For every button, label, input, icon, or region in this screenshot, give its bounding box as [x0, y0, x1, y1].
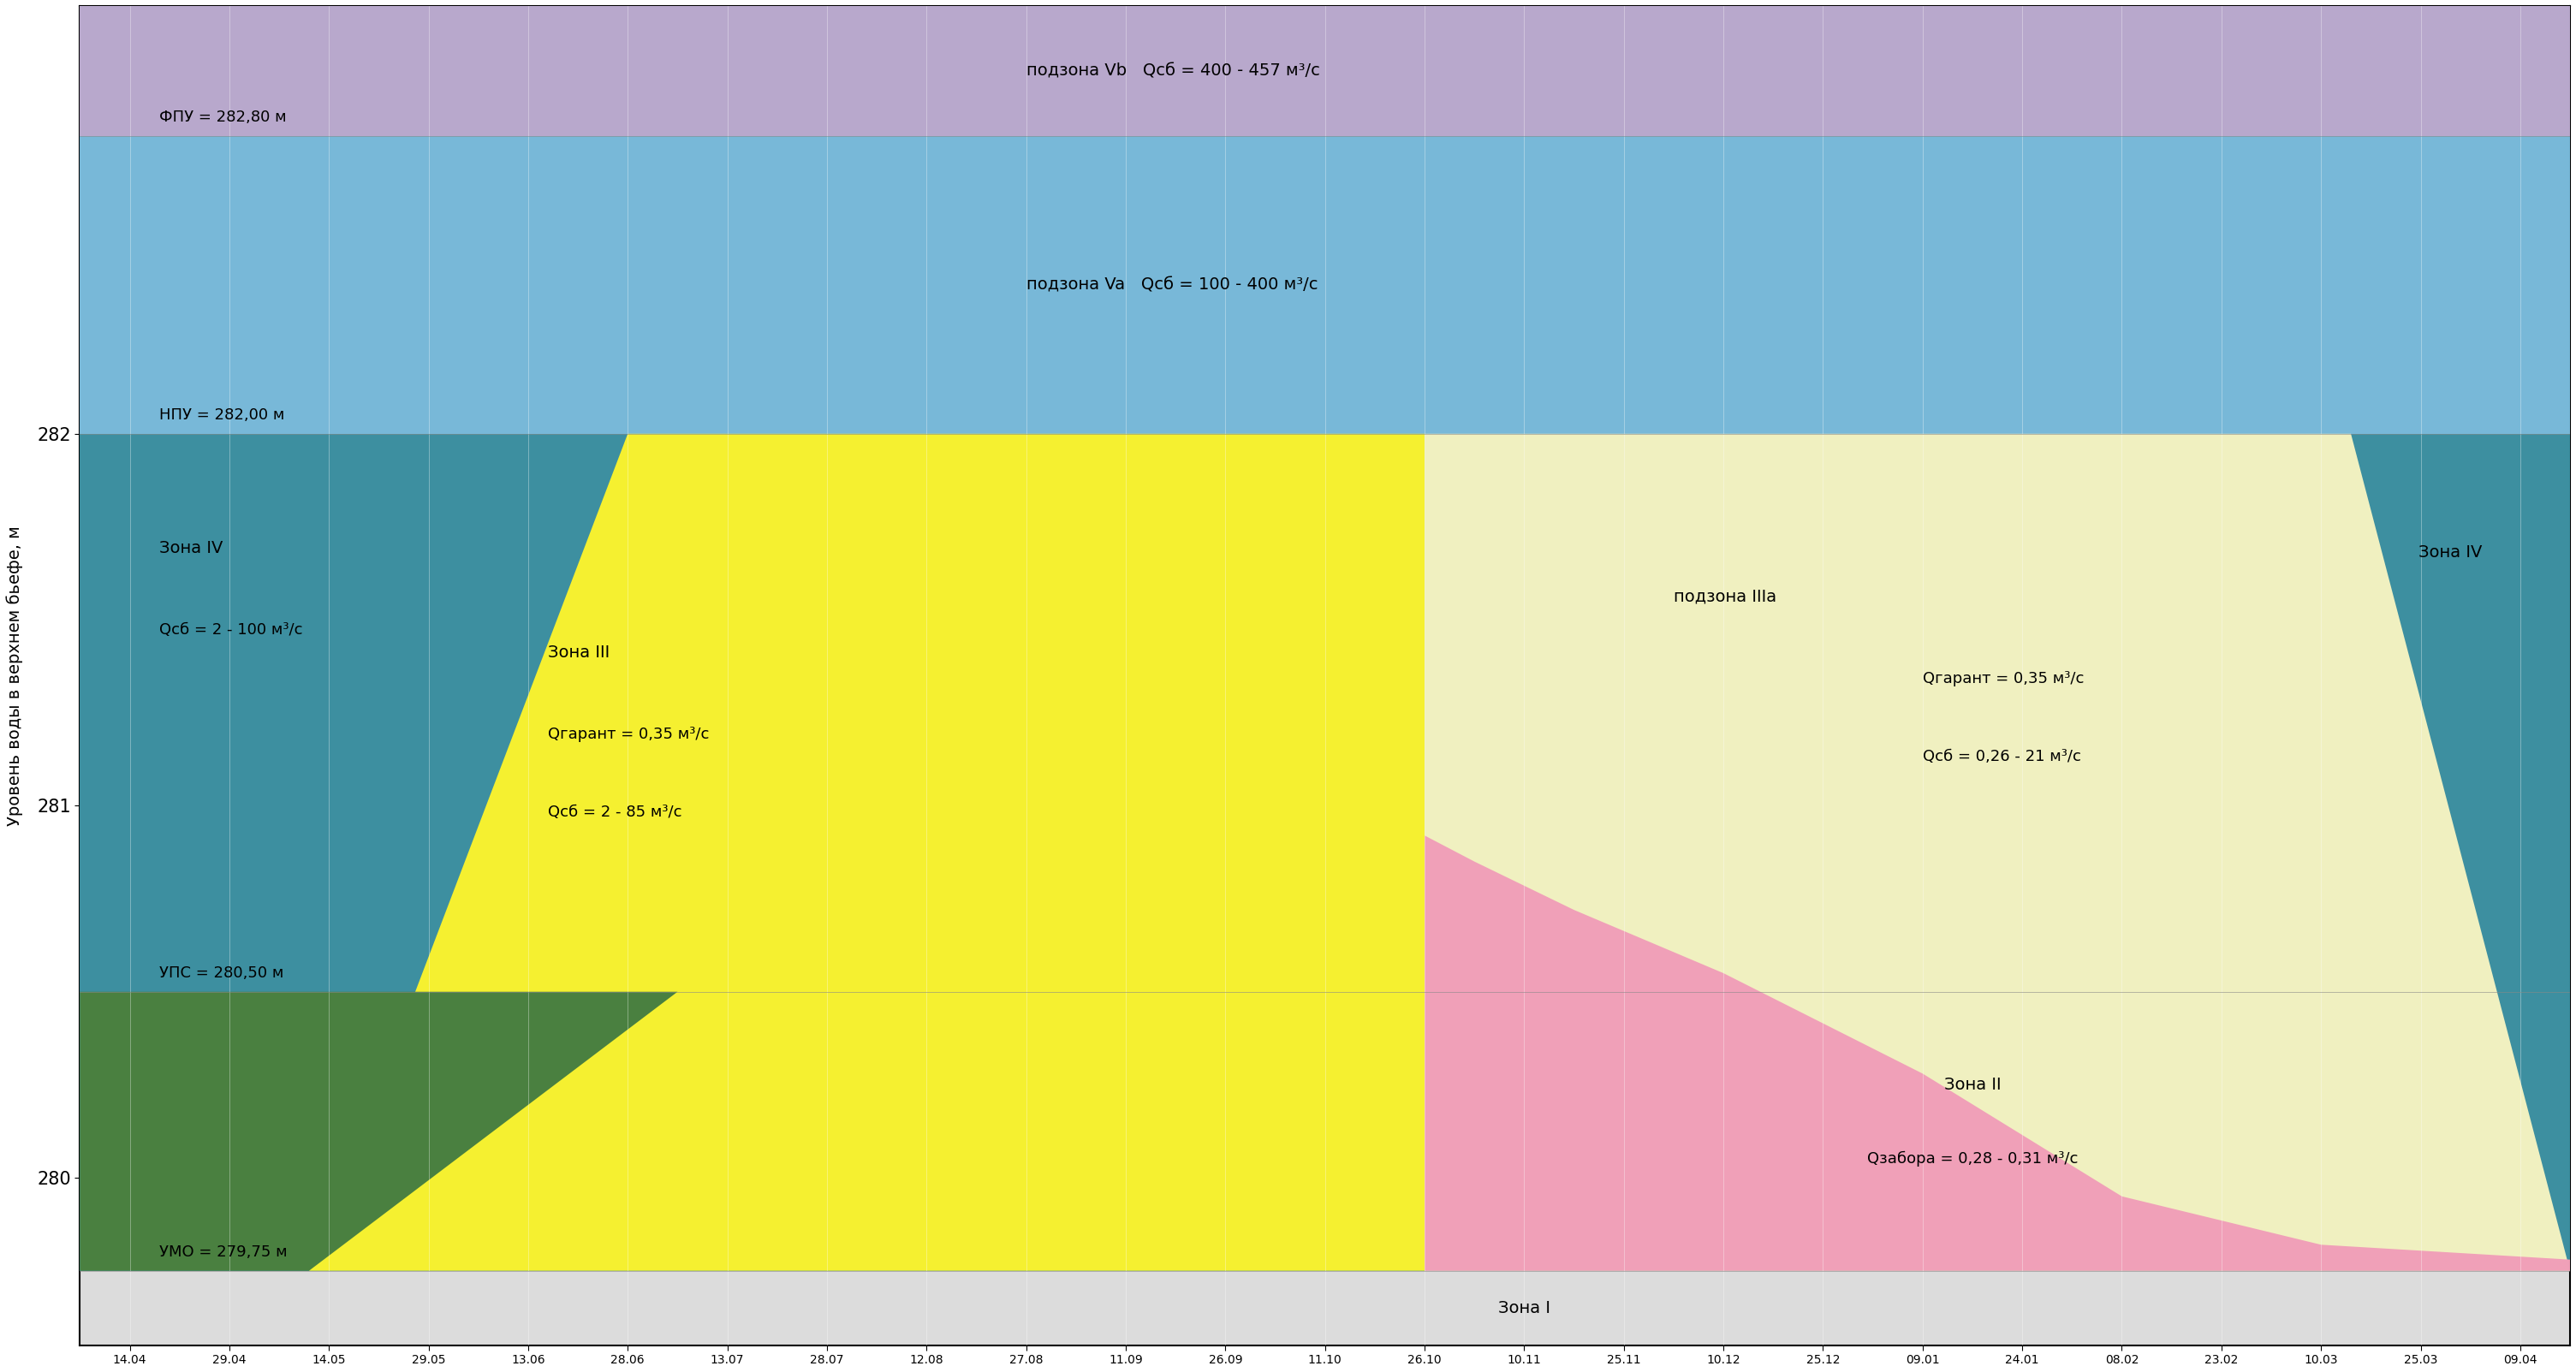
Text: Qзабора = 0,28 - 0,31 м³/c: Qзабора = 0,28 - 0,31 м³/c: [1868, 1151, 2079, 1168]
Text: Qсб = 2 - 85 м³/c: Qсб = 2 - 85 м³/c: [549, 805, 683, 820]
Text: подзона Vb   Qсб = 400 - 457 м³/c: подзона Vb Qсб = 400 - 457 м³/c: [1025, 63, 1319, 80]
Polygon shape: [1425, 434, 2571, 1270]
Polygon shape: [309, 434, 1425, 1270]
Text: Qгарант = 0,35 м³/c: Qгарант = 0,35 м³/c: [549, 727, 708, 742]
Text: Зона IV: Зона IV: [160, 541, 224, 556]
Text: Зона II: Зона II: [1945, 1077, 2002, 1093]
Text: Зона I: Зона I: [1499, 1299, 1551, 1316]
Polygon shape: [80, 5, 2571, 1345]
Polygon shape: [80, 1270, 2571, 1345]
Text: Зона IV: Зона IV: [2419, 545, 2483, 561]
Polygon shape: [80, 136, 2571, 434]
Polygon shape: [1425, 836, 2571, 1270]
Text: Зона III: Зона III: [549, 643, 611, 660]
Polygon shape: [80, 434, 2571, 1270]
Text: НПУ = 282,00 м: НПУ = 282,00 м: [160, 407, 286, 423]
Text: Qсб = 2 - 100 м³/c: Qсб = 2 - 100 м³/c: [160, 623, 304, 638]
Text: УМО = 279,75 м: УМО = 279,75 м: [160, 1244, 289, 1259]
Text: подзона Va   Qсб = 100 - 400 м³/c: подзона Va Qсб = 100 - 400 м³/c: [1025, 277, 1319, 294]
Text: Qсб = 0,26 - 21 м³/c: Qсб = 0,26 - 21 м³/c: [1922, 749, 2081, 764]
Text: Qгарант = 0,35 м³/c: Qгарант = 0,35 м³/c: [1922, 671, 2084, 686]
Polygon shape: [80, 992, 677, 1270]
Y-axis label: Уровень воды в верхнем бьефе, м: Уровень воды в верхнем бьефе, м: [5, 525, 23, 826]
Text: УПС = 280,50 м: УПС = 280,50 м: [160, 965, 283, 981]
Text: ФПУ = 282,80 м: ФПУ = 282,80 м: [160, 110, 286, 125]
Polygon shape: [80, 5, 2571, 136]
Text: подзона IIIa: подзона IIIa: [1674, 589, 1777, 605]
